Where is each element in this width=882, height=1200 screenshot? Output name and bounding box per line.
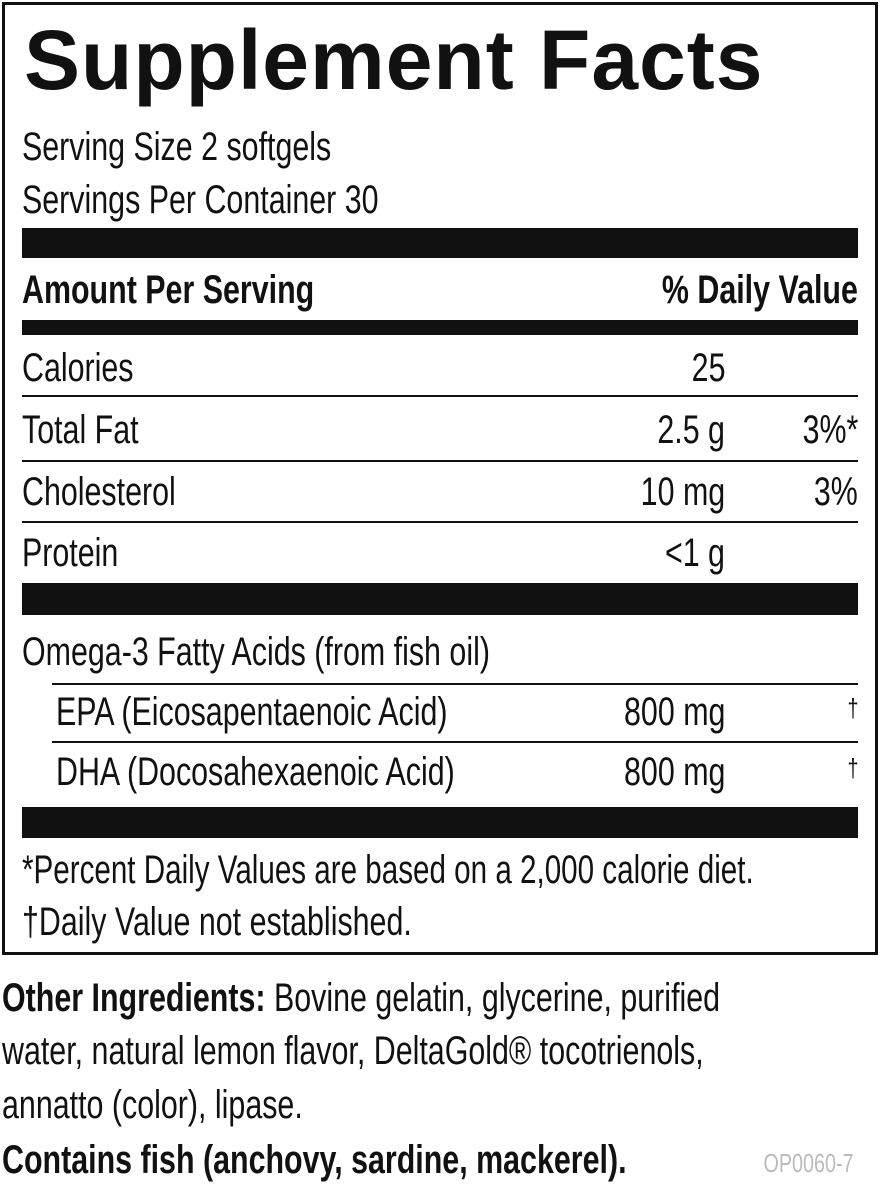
- ingredients-text: Bovine gelatin, glycerine, purified: [273, 976, 721, 1020]
- facts-box: [2, 2, 878, 955]
- nutrient-name: Total Fat: [22, 408, 139, 452]
- daily-value: †: [847, 753, 858, 783]
- nutrient-name: Protein: [22, 531, 119, 575]
- nutrient-amount: 800 mg: [623, 690, 725, 734]
- serving-size: Serving Size 2 softgels: [22, 125, 332, 169]
- nutrient-amount: <1 g: [664, 531, 725, 575]
- column-header: Amount Per Serving: [22, 268, 315, 312]
- daily-value: †: [847, 693, 858, 723]
- nutrient-name: EPA (Eicosapentaenoic Acid): [56, 690, 448, 734]
- nutrient-name: Cholesterol: [22, 470, 176, 514]
- omega-heading: Omega-3 Fatty Acids (from fish oil): [22, 630, 490, 674]
- column-header: % Daily Value: [661, 268, 858, 312]
- servings-per-container: Servings Per Container 30: [22, 178, 379, 222]
- nutrient-amount: 2.5 g: [657, 408, 725, 452]
- divider: [22, 228, 858, 258]
- ingredients-text: annatto (color), lipase.: [2, 1083, 303, 1127]
- footnote: †Daily Value not established.: [22, 900, 412, 944]
- product-code: OP0060-7: [763, 1148, 854, 1178]
- footnote: *Percent Daily Values are based on a 2,0…: [22, 848, 754, 892]
- nutrient-name: Calories: [22, 346, 134, 390]
- row-line: [22, 460, 858, 462]
- row-line: [22, 521, 858, 523]
- divider: [22, 320, 858, 335]
- other-ingredients: Other Ingredients: Bovine gelatin, glyce…: [2, 974, 720, 1022]
- divider: [22, 807, 858, 838]
- allergen-statement: Contains fish (anchovy, sardine, mackere…: [2, 1138, 627, 1182]
- daily-value: 3%*: [802, 408, 858, 452]
- row-line: [52, 683, 858, 685]
- other-ingredients-label: Other Ingredients:: [2, 976, 266, 1020]
- ingredients-text: water, natural lemon flavor, DeltaGold® …: [2, 1029, 704, 1073]
- daily-value: 3%: [814, 470, 858, 514]
- nutrient-amount: 25: [691, 346, 725, 390]
- nutrient-amount: 800 mg: [623, 750, 725, 794]
- nutrient-amount: 10 mg: [640, 470, 725, 514]
- row-line: [22, 395, 858, 397]
- row-line: [52, 741, 858, 743]
- nutrient-name: DHA (Docosahexaenoic Acid): [56, 750, 455, 794]
- title: Supplement Facts: [24, 13, 764, 107]
- divider: [22, 583, 858, 615]
